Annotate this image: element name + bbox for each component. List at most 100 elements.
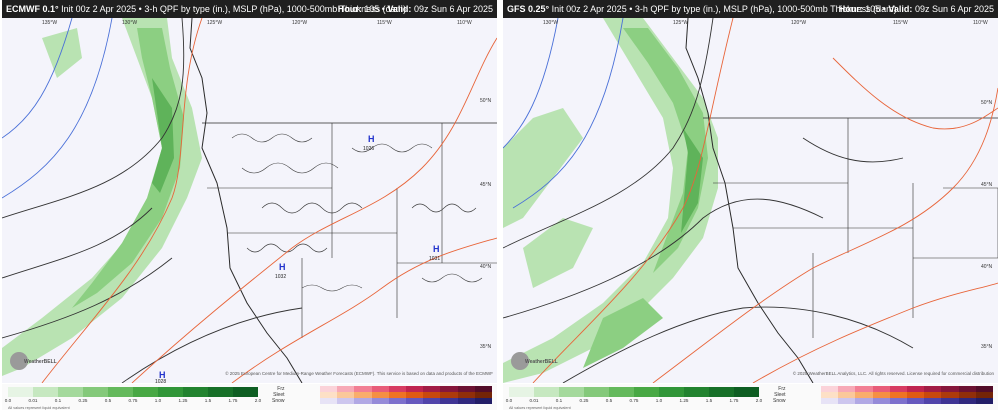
lat-label: 45°N: [480, 182, 492, 188]
gfs-model-name: GFS 0.25°: [507, 4, 550, 14]
rain-swatch: [734, 387, 759, 397]
frz-swatch: [975, 386, 993, 392]
lon-label: 130°W: [543, 20, 558, 26]
sleet-swatch: [474, 392, 492, 398]
snow-swatch: [388, 398, 406, 404]
ptype-frz-label: Frz: [277, 386, 285, 392]
rain-swatch: [183, 387, 208, 397]
gfs-credit: © 2025 WeatherBELL Analytics, LLC. All r…: [792, 371, 994, 376]
rain-colorbar: [8, 387, 258, 397]
ptype-sleet-label: Sleet: [774, 392, 786, 398]
snow-swatch: [958, 398, 976, 404]
high-value: 1028: [155, 379, 166, 383]
gfs-hour-label: Hour:: [838, 4, 863, 14]
snow-swatch: [406, 398, 424, 404]
ptype-labels: Frz Sleet Snow: [272, 386, 285, 404]
sleet-swatch: [388, 392, 406, 398]
snow-swatch: [457, 398, 475, 404]
legend-tick: 0.5: [104, 398, 112, 403]
gfs-hour-value: 105: [865, 4, 881, 14]
rain-swatch: [83, 387, 108, 397]
snow-swatch: [423, 398, 441, 404]
rain-swatch: [534, 387, 559, 397]
legend-tick: 0.75: [629, 398, 639, 403]
frz-swatch: [838, 386, 856, 392]
thickness-cold: [503, 18, 624, 209]
gfs-map[interactable]: 130°W 125°W 120°W 115°W 110°W 50°N 45°N …: [503, 18, 998, 383]
state-borders: [207, 123, 497, 338]
sleet-swatch: [855, 392, 873, 398]
legend-tick: 2.0: [755, 398, 763, 403]
frz-swatch: [440, 386, 458, 392]
ecmwf-valid-value: 09z Sun 6 Apr 2025: [413, 4, 493, 14]
snow-swatch: [975, 398, 993, 404]
rain-swatch: [158, 387, 183, 397]
legend-tick: 1.25: [178, 398, 188, 403]
rain-swatch: [709, 387, 734, 397]
weatherbell-logo: WeatherBELL: [511, 350, 558, 374]
rain-swatch: [108, 387, 133, 397]
ecmwf-legend: 0.0 0.01 0.1 0.25 0.5 0.75 1.0 1.25 1.5 …: [2, 384, 497, 410]
legend-tick: 1.5: [705, 398, 713, 403]
ecmwf-map[interactable]: 135°W 130°W 125°W 120°W 115°W 110°W 50°N…: [2, 18, 497, 383]
legend-tick: 1.0: [655, 398, 663, 403]
frz-swatch: [423, 386, 441, 392]
legend-tick: 0.1: [555, 398, 563, 403]
lon-label: 120°W: [292, 20, 307, 26]
logo-text: WeatherBELL: [24, 359, 57, 365]
frz-swatch: [457, 386, 475, 392]
lon-label: 125°W: [207, 20, 222, 26]
frz-swatch: [958, 386, 976, 392]
sleet-swatch: [924, 392, 942, 398]
sleet-swatch: [872, 392, 890, 398]
ecmwf-header: ECMWF 0.1° Init 00z 2 Apr 2025 • 3-h QPF…: [2, 0, 497, 18]
gfs-panel: GFS 0.25° Init 00z 2 Apr 2025 • 3-h QPF …: [503, 0, 998, 410]
snow-swatch: [872, 398, 890, 404]
high-symbol: H: [433, 244, 440, 254]
logo-text: WeatherBELL: [525, 359, 558, 365]
sleet-swatch: [406, 392, 424, 398]
ecmwf-panel: ECMWF 0.1° Init 00z 2 Apr 2025 • 3-h QPF…: [2, 0, 497, 410]
ptype-frz-label: Frz: [778, 386, 786, 392]
rain-swatch: [208, 387, 233, 397]
snow-swatch: [474, 398, 492, 404]
rain-colorbar: [509, 387, 759, 397]
legend-tick: 1.0: [154, 398, 162, 403]
legend-tick: 0.25: [579, 398, 589, 403]
lat-label: 50°N: [480, 98, 492, 104]
precip-heavy: [681, 128, 703, 233]
ecmwf-valid-label: Valid:: [387, 4, 412, 14]
frz-swatch: [889, 386, 907, 392]
thickness-warm: [532, 18, 998, 383]
sleet-swatch: [440, 392, 458, 398]
gfs-legend: 0.0 0.01 0.1 0.25 0.5 0.75 1.0 1.25 1.5 …: [503, 384, 998, 410]
lat-label: 40°N: [981, 264, 993, 270]
snow-swatch: [440, 398, 458, 404]
rain-swatch: [33, 387, 58, 397]
lon-label: 110°W: [457, 20, 472, 26]
precip-patch-nw: [42, 28, 82, 78]
gfs-valid-label: Valid:: [888, 4, 913, 14]
isobars: [2, 18, 303, 383]
high-symbol: H: [368, 134, 375, 144]
lat-label: 45°N: [981, 182, 993, 188]
ptype-snow-label: Snow: [272, 398, 285, 404]
sleet-swatch: [457, 392, 475, 398]
legend-tick: 2.0: [254, 398, 262, 403]
legend-tick: 0.0: [4, 398, 12, 403]
lon-label: 135°W: [42, 20, 57, 26]
frz-swatch: [907, 386, 925, 392]
thickness-cold: [2, 18, 113, 199]
lon-label: 115°W: [377, 20, 392, 26]
coastline: [189, 18, 303, 383]
legend-tick: 0.75: [128, 398, 138, 403]
isobars: [503, 18, 914, 383]
terrain-contours: [231, 133, 483, 292]
frz-swatch: [320, 386, 338, 392]
rain-swatch: [559, 387, 584, 397]
precip-band: [503, 18, 718, 383]
frz-swatch: [821, 386, 839, 392]
legend-tick: 0.1: [54, 398, 62, 403]
ecmwf-credit: © 2025 European Centre for Medium-Range …: [225, 371, 493, 376]
lat-label: 35°N: [981, 344, 993, 350]
